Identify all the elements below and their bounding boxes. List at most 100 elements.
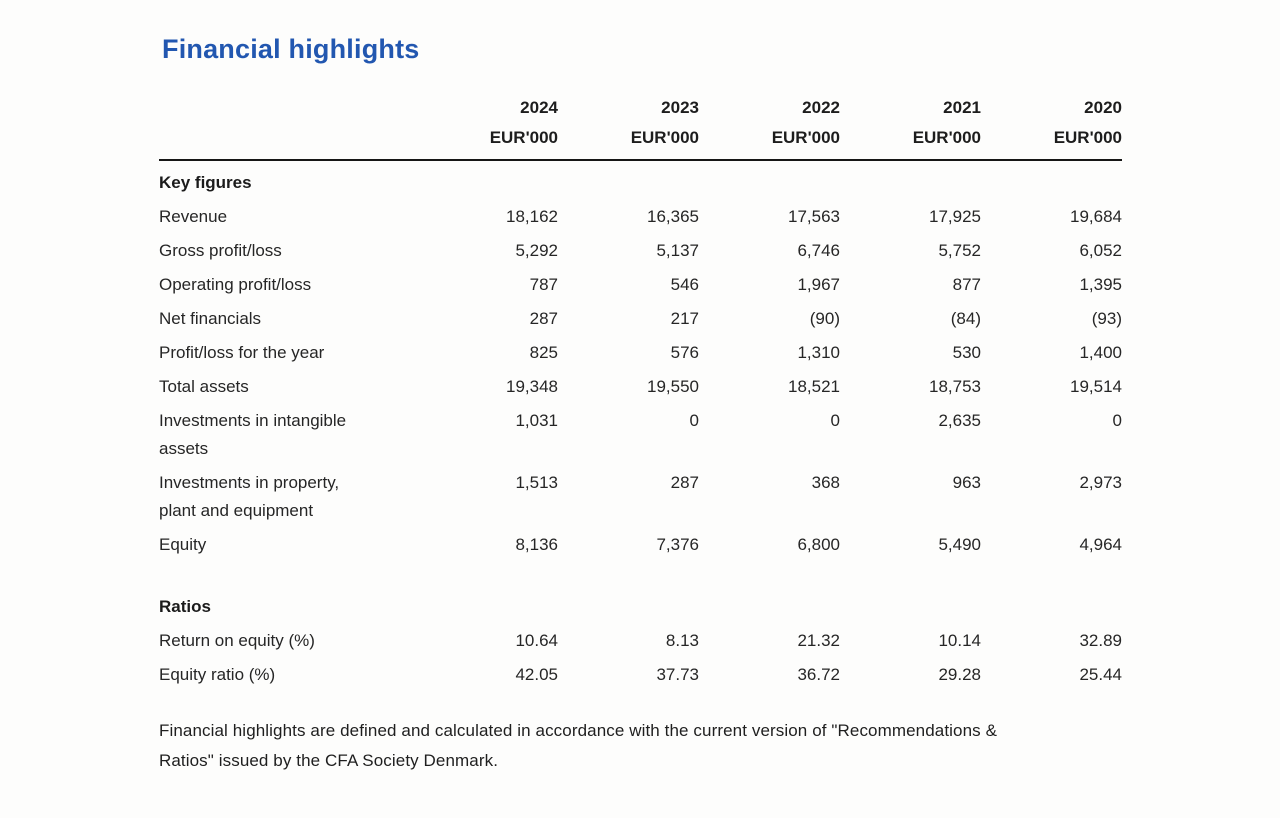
row-label: Investments in intangible assets	[159, 411, 347, 458]
row-label: Equity	[159, 535, 207, 554]
row-value: 0	[689, 411, 699, 430]
row-value: 877	[952, 275, 981, 294]
row-value: 217	[670, 309, 699, 328]
year-header-row: 2024 2023 2022 2021 2020	[159, 96, 1122, 120]
footnote-line: Financial highlights are defined and cal…	[159, 721, 998, 740]
table-row: Operating profit/loss 787 546 1,967 877 1,395	[159, 271, 1122, 299]
row-value: 368	[811, 473, 840, 492]
row-value: 1,513	[515, 473, 558, 492]
table-row: Total assets 19,348 19,550 18,521 18,753 19,5…	[159, 373, 1122, 401]
row-value: 10.14	[938, 631, 981, 650]
row-value: 4,964	[1079, 535, 1122, 554]
table-row: Investments in property, plant and equip…	[159, 469, 1122, 525]
row-value: 5,137	[656, 241, 699, 260]
unit-header: EUR'000	[630, 128, 699, 147]
row-label: Operating profit/loss	[159, 275, 312, 294]
year-header: 2022	[802, 98, 840, 117]
row-value: (93)	[1091, 309, 1122, 328]
row-value: 5,752	[938, 241, 981, 260]
year-header: 2024	[520, 98, 558, 117]
row-value: 8.13	[665, 631, 699, 650]
row-value: 25.44	[1079, 665, 1122, 684]
unit-header: EUR'000	[489, 128, 558, 147]
row-value: 8,136	[515, 535, 558, 554]
table-row: Gross profit/loss 5,292 5,137 6,746 5,752 6,0…	[159, 237, 1122, 265]
row-value: 1,967	[797, 275, 840, 294]
row-value: 10.64	[515, 631, 558, 650]
row-value: 963	[952, 473, 981, 492]
row-value: 1,310	[797, 343, 840, 362]
section-heading: Ratios	[159, 597, 211, 616]
row-value: 2,973	[1079, 473, 1122, 492]
row-value: 19,514	[1070, 377, 1122, 396]
table-row: Equity ratio (%) 42.05 37.73 36.72 29.28 25.4…	[159, 661, 1122, 689]
row-value: (90)	[809, 309, 840, 328]
table-row: Profit/loss for the year 825 576 1,310 530 1,…	[159, 339, 1122, 367]
row-value: 0	[1112, 411, 1122, 430]
row-value: 29.28	[938, 665, 981, 684]
year-header: 2020	[1084, 98, 1122, 117]
row-label: Return on equity (%)	[159, 631, 315, 650]
page-content: Financial highlights 2024 2023 2022 2021…	[159, 34, 1122, 775]
financial-highlights-table: 2024 2023 2022 2021 2020 EUR'000 EUR'000…	[159, 96, 1122, 689]
table-header: 2024 2023 2022 2021 2020 EUR'000 EUR'000…	[159, 96, 1122, 161]
footnote: Financial highlights are defined and cal…	[159, 716, 1122, 775]
row-value: 787	[529, 275, 558, 294]
row-value: 530	[952, 343, 981, 362]
row-value: 42.05	[515, 665, 558, 684]
row-value: 576	[670, 343, 699, 362]
row-label: Gross profit/loss	[159, 241, 282, 260]
row-value: 32.89	[1079, 631, 1122, 650]
row-value: 5,490	[938, 535, 981, 554]
year-header: 2021	[943, 98, 981, 117]
row-value: 5,292	[515, 241, 558, 260]
row-value: 6,800	[797, 535, 840, 554]
row-value: 19,348	[506, 377, 558, 396]
row-value: 17,925	[929, 207, 981, 226]
row-label: Total assets	[159, 377, 249, 396]
row-value: 546	[670, 275, 699, 294]
row-value: 16,365	[647, 207, 699, 226]
unit-header: EUR'000	[1053, 128, 1122, 147]
table-row: Net financials 287 217 (90) (84) (93)	[159, 305, 1122, 333]
row-value: 825	[529, 343, 558, 362]
row-value: 1,395	[1079, 275, 1122, 294]
section-heading: Key figures	[159, 173, 252, 192]
row-value: 287	[670, 473, 699, 492]
row-label: Revenue	[159, 207, 228, 226]
page-title: Financial highlights	[162, 34, 420, 64]
table-row: Investments in intangible assets 1,031 0 0 2…	[159, 407, 1122, 463]
row-label: Profit/loss for the year	[159, 343, 325, 362]
row-value: 7,376	[656, 535, 699, 554]
row-value: 6,746	[797, 241, 840, 260]
row-value: 2,635	[938, 411, 981, 430]
table-row: Revenue 18,162 16,365 17,563 17,925 19,684	[159, 203, 1122, 231]
table-section: Ratios Return on equity (%) 10.64 8.13 21.32…	[159, 593, 1122, 689]
row-value: 36.72	[797, 665, 840, 684]
row-value: 18,521	[788, 377, 840, 396]
row-value: 19,550	[647, 377, 699, 396]
year-header: 2023	[661, 98, 699, 117]
row-value: 1,031	[515, 411, 558, 430]
row-value: (84)	[950, 309, 981, 328]
row-label: Net financials	[159, 309, 262, 328]
footnote-line: Ratios" issued by the CFA Society Denmar…	[159, 750, 499, 770]
unit-header-row: EUR'000 EUR'000 EUR'000 EUR'000 EUR'000	[159, 126, 1122, 159]
row-value: 18,753	[929, 377, 981, 396]
row-value: 1,400	[1079, 343, 1122, 362]
table-section: Key figures Revenue 18,162 16,365 17,563 17,9…	[159, 169, 1122, 559]
row-value: 21.32	[797, 631, 840, 650]
table-row: Return on equity (%) 10.64 8.13 21.32 10.14 3…	[159, 627, 1122, 655]
row-value: 18,162	[506, 207, 558, 226]
row-value: 17,563	[788, 207, 840, 226]
row-value: 6,052	[1079, 241, 1122, 260]
row-value: 37.73	[656, 665, 699, 684]
table-body: Key figures Revenue 18,162 16,365 17,563 17,9…	[159, 161, 1122, 689]
row-label: Equity ratio (%)	[159, 665, 276, 684]
unit-header: EUR'000	[771, 128, 840, 147]
row-label: Investments in property, plant and equip…	[159, 473, 340, 520]
unit-header: EUR'000	[912, 128, 981, 147]
row-value: 19,684	[1070, 207, 1122, 226]
table-row: Equity 8,136 7,376 6,800 5,490 4,964	[159, 531, 1122, 559]
